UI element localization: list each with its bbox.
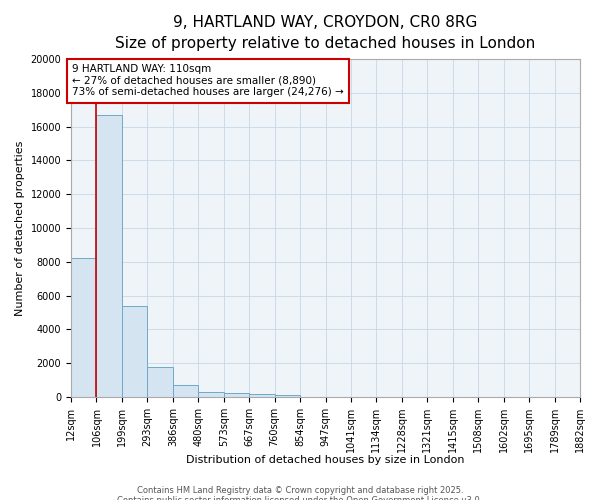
Bar [249, 394, 275, 397]
Bar [275, 396, 300, 397]
Bar [148, 366, 173, 397]
Text: Contains HM Land Registry data © Crown copyright and database right 2025.: Contains HM Land Registry data © Crown c… [137, 486, 463, 495]
Bar [224, 393, 249, 397]
Bar [198, 392, 224, 397]
X-axis label: Distribution of detached houses by size in London: Distribution of detached houses by size … [186, 455, 465, 465]
Title: 9, HARTLAND WAY, CROYDON, CR0 8RG
Size of property relative to detached houses i: 9, HARTLAND WAY, CROYDON, CR0 8RG Size o… [115, 15, 536, 51]
Bar [122, 306, 148, 397]
Bar [173, 385, 198, 397]
Text: 9 HARTLAND WAY: 110sqm
← 27% of detached houses are smaller (8,890)
73% of semi-: 9 HARTLAND WAY: 110sqm ← 27% of detached… [73, 64, 344, 98]
Bar [97, 115, 122, 397]
Bar [71, 258, 97, 397]
Y-axis label: Number of detached properties: Number of detached properties [15, 140, 25, 316]
Text: Contains public sector information licensed under the Open Government Licence v3: Contains public sector information licen… [118, 496, 482, 500]
